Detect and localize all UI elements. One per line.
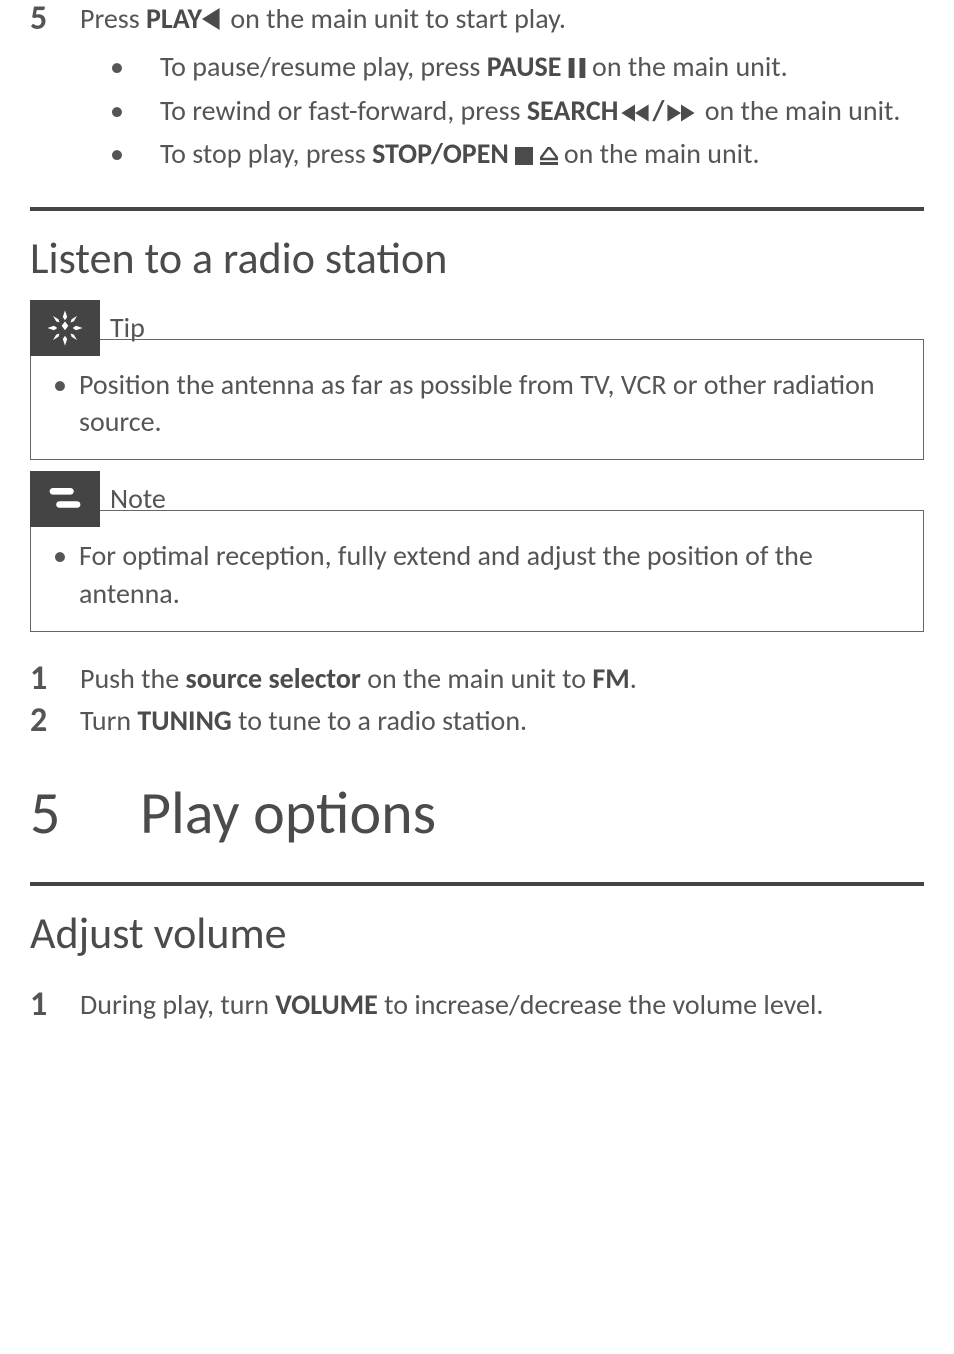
label-volume: VOLUME xyxy=(275,987,378,1022)
tip-icon xyxy=(30,300,100,356)
stop-icon xyxy=(515,137,533,175)
tip-callout: Tip Position the antenna as far as possi… xyxy=(30,339,924,461)
text: on the main unit to xyxy=(361,661,593,696)
chapter-number: 5 xyxy=(30,773,140,854)
text: to increase/decrease the volume level. xyxy=(378,987,824,1022)
step-5: 5 Press PLAY on the main unit to start p… xyxy=(30,0,924,179)
radio-step-2: 2 Turn TUNING to tune to a radio station… xyxy=(30,702,924,740)
eject-icon xyxy=(540,137,558,175)
heading-adjust-volume: Adjust volume xyxy=(30,904,924,963)
chapter-heading: 5 Play options xyxy=(30,773,924,854)
label-play: PLAY xyxy=(146,1,202,36)
label-source-selector: source selector xyxy=(186,661,361,696)
chapter-title: Play options xyxy=(140,773,436,854)
step-number: 5 xyxy=(30,0,80,37)
tip-tab: Tip xyxy=(30,300,145,356)
text: on the main unit to start play. xyxy=(224,1,566,36)
forward-icon xyxy=(664,94,698,132)
label-tuning: TUNING xyxy=(137,703,231,738)
heading-listen-radio: Listen to a radio station xyxy=(30,229,924,288)
text: During play, turn xyxy=(80,987,275,1022)
text: on the main unit. xyxy=(698,93,900,128)
text: on the main unit. xyxy=(586,49,788,84)
text: To rewind or fast-forward, press xyxy=(160,93,527,128)
step-number: 2 xyxy=(30,702,80,739)
note-text: For optimal reception, fully extend and … xyxy=(51,537,903,613)
pause-icon xyxy=(568,50,586,88)
slash: / xyxy=(652,93,664,128)
text: Turn xyxy=(80,703,137,738)
label-stop-open: STOP/OPEN xyxy=(372,136,509,171)
rewind-icon xyxy=(618,94,652,132)
step-body: Press PLAY on the main unit to start pla… xyxy=(80,0,924,179)
text: To pause/resume play, press xyxy=(160,49,487,84)
label-fm: FM xyxy=(592,661,629,696)
note-icon xyxy=(30,471,100,527)
tip-list: Position the antenna as far as possible … xyxy=(51,366,903,442)
divider xyxy=(30,882,924,886)
note-callout: Note For optimal reception, fully extend… xyxy=(30,510,924,632)
tip-label: Tip xyxy=(100,309,145,347)
text: Push the xyxy=(80,661,186,696)
text: on the main unit. xyxy=(558,136,760,171)
volume-step-1: 1 During play, turn VOLUME to increase/d… xyxy=(30,986,924,1024)
step-body: During play, turn VOLUME to increase/dec… xyxy=(80,986,924,1024)
play-left-icon xyxy=(202,2,224,40)
bullet-stop: To stop play, press STOP/OPEN on the mai… xyxy=(90,135,924,175)
note-label: Note xyxy=(100,480,166,518)
label-search: SEARCH xyxy=(527,93,619,128)
sub-bullet-list: To pause/resume play, press PAUSE on the… xyxy=(90,48,924,175)
tip-text: Position the antenna as far as possible … xyxy=(51,366,903,442)
text: To stop play, press xyxy=(160,136,372,171)
step-number: 1 xyxy=(30,660,80,697)
step-body: Push the source selector on the main uni… xyxy=(80,660,924,698)
note-list: For optimal reception, fully extend and … xyxy=(51,537,903,613)
note-tab: Note xyxy=(30,471,166,527)
divider xyxy=(30,207,924,211)
bullet-search: To rewind or fast-forward, press SEARCH /… xyxy=(90,92,924,132)
text: to tune to a radio station. xyxy=(232,703,527,738)
text: . xyxy=(630,661,637,696)
step-number: 1 xyxy=(30,986,80,1023)
radio-step-1: 1 Push the source selector on the main u… xyxy=(30,660,924,698)
step-body: Turn TUNING to tune to a radio station. xyxy=(80,702,924,740)
bullet-pause: To pause/resume play, press PAUSE on the… xyxy=(90,48,924,88)
label-pause: PAUSE xyxy=(487,49,562,84)
text: Press xyxy=(80,1,146,36)
